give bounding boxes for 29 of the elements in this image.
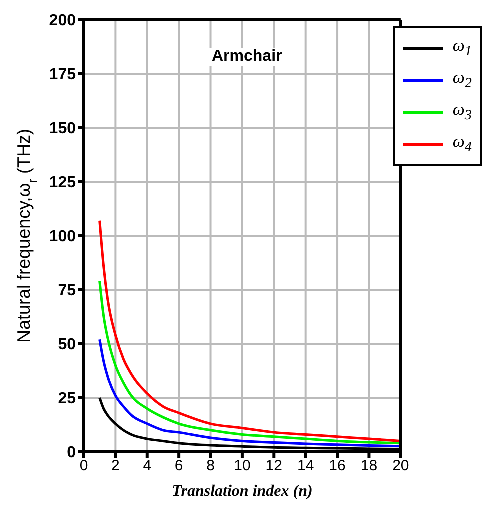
x-tick-label: 14: [297, 458, 314, 475]
x-tick-label: 18: [360, 458, 378, 475]
line-series: [98, 280, 401, 445]
y-tick-label: 50: [58, 336, 76, 354]
y-tick-label: 175: [49, 66, 76, 84]
x-axis-title: Translation index (n): [172, 483, 313, 500]
y-tick-label: 75: [58, 282, 76, 300]
x-tick-label: 4: [143, 458, 152, 475]
y-tick-label: 200: [49, 12, 76, 30]
x-tick-label: 8: [206, 458, 215, 475]
y-tick-label: 25: [58, 390, 76, 408]
legend-label: ω$_{1}$: [452, 36, 472, 60]
x-tick-label: 12: [266, 458, 282, 475]
legend-label: ω$_{2}$: [452, 68, 472, 92]
x-tick-label: 16: [329, 458, 346, 475]
x-tick-label: 10: [234, 458, 251, 475]
legend-label: ω$_{3}$: [452, 100, 472, 124]
y-tick-label: 150: [49, 120, 76, 138]
line-series: [98, 220, 401, 442]
line-series: [98, 338, 401, 448]
y-tick-label: 0: [67, 444, 76, 462]
y-tick-label: 100: [49, 228, 76, 246]
annotation: Armchair: [208, 48, 286, 66]
legend-label: ω$_{4}$: [452, 132, 472, 156]
x-tick-label: 6: [174, 458, 184, 475]
y-tick-label: 125: [49, 174, 76, 192]
x-tick-label: 0: [80, 458, 88, 475]
x-tick-label: 2: [112, 458, 120, 475]
x-tick-label: 20: [392, 458, 410, 475]
